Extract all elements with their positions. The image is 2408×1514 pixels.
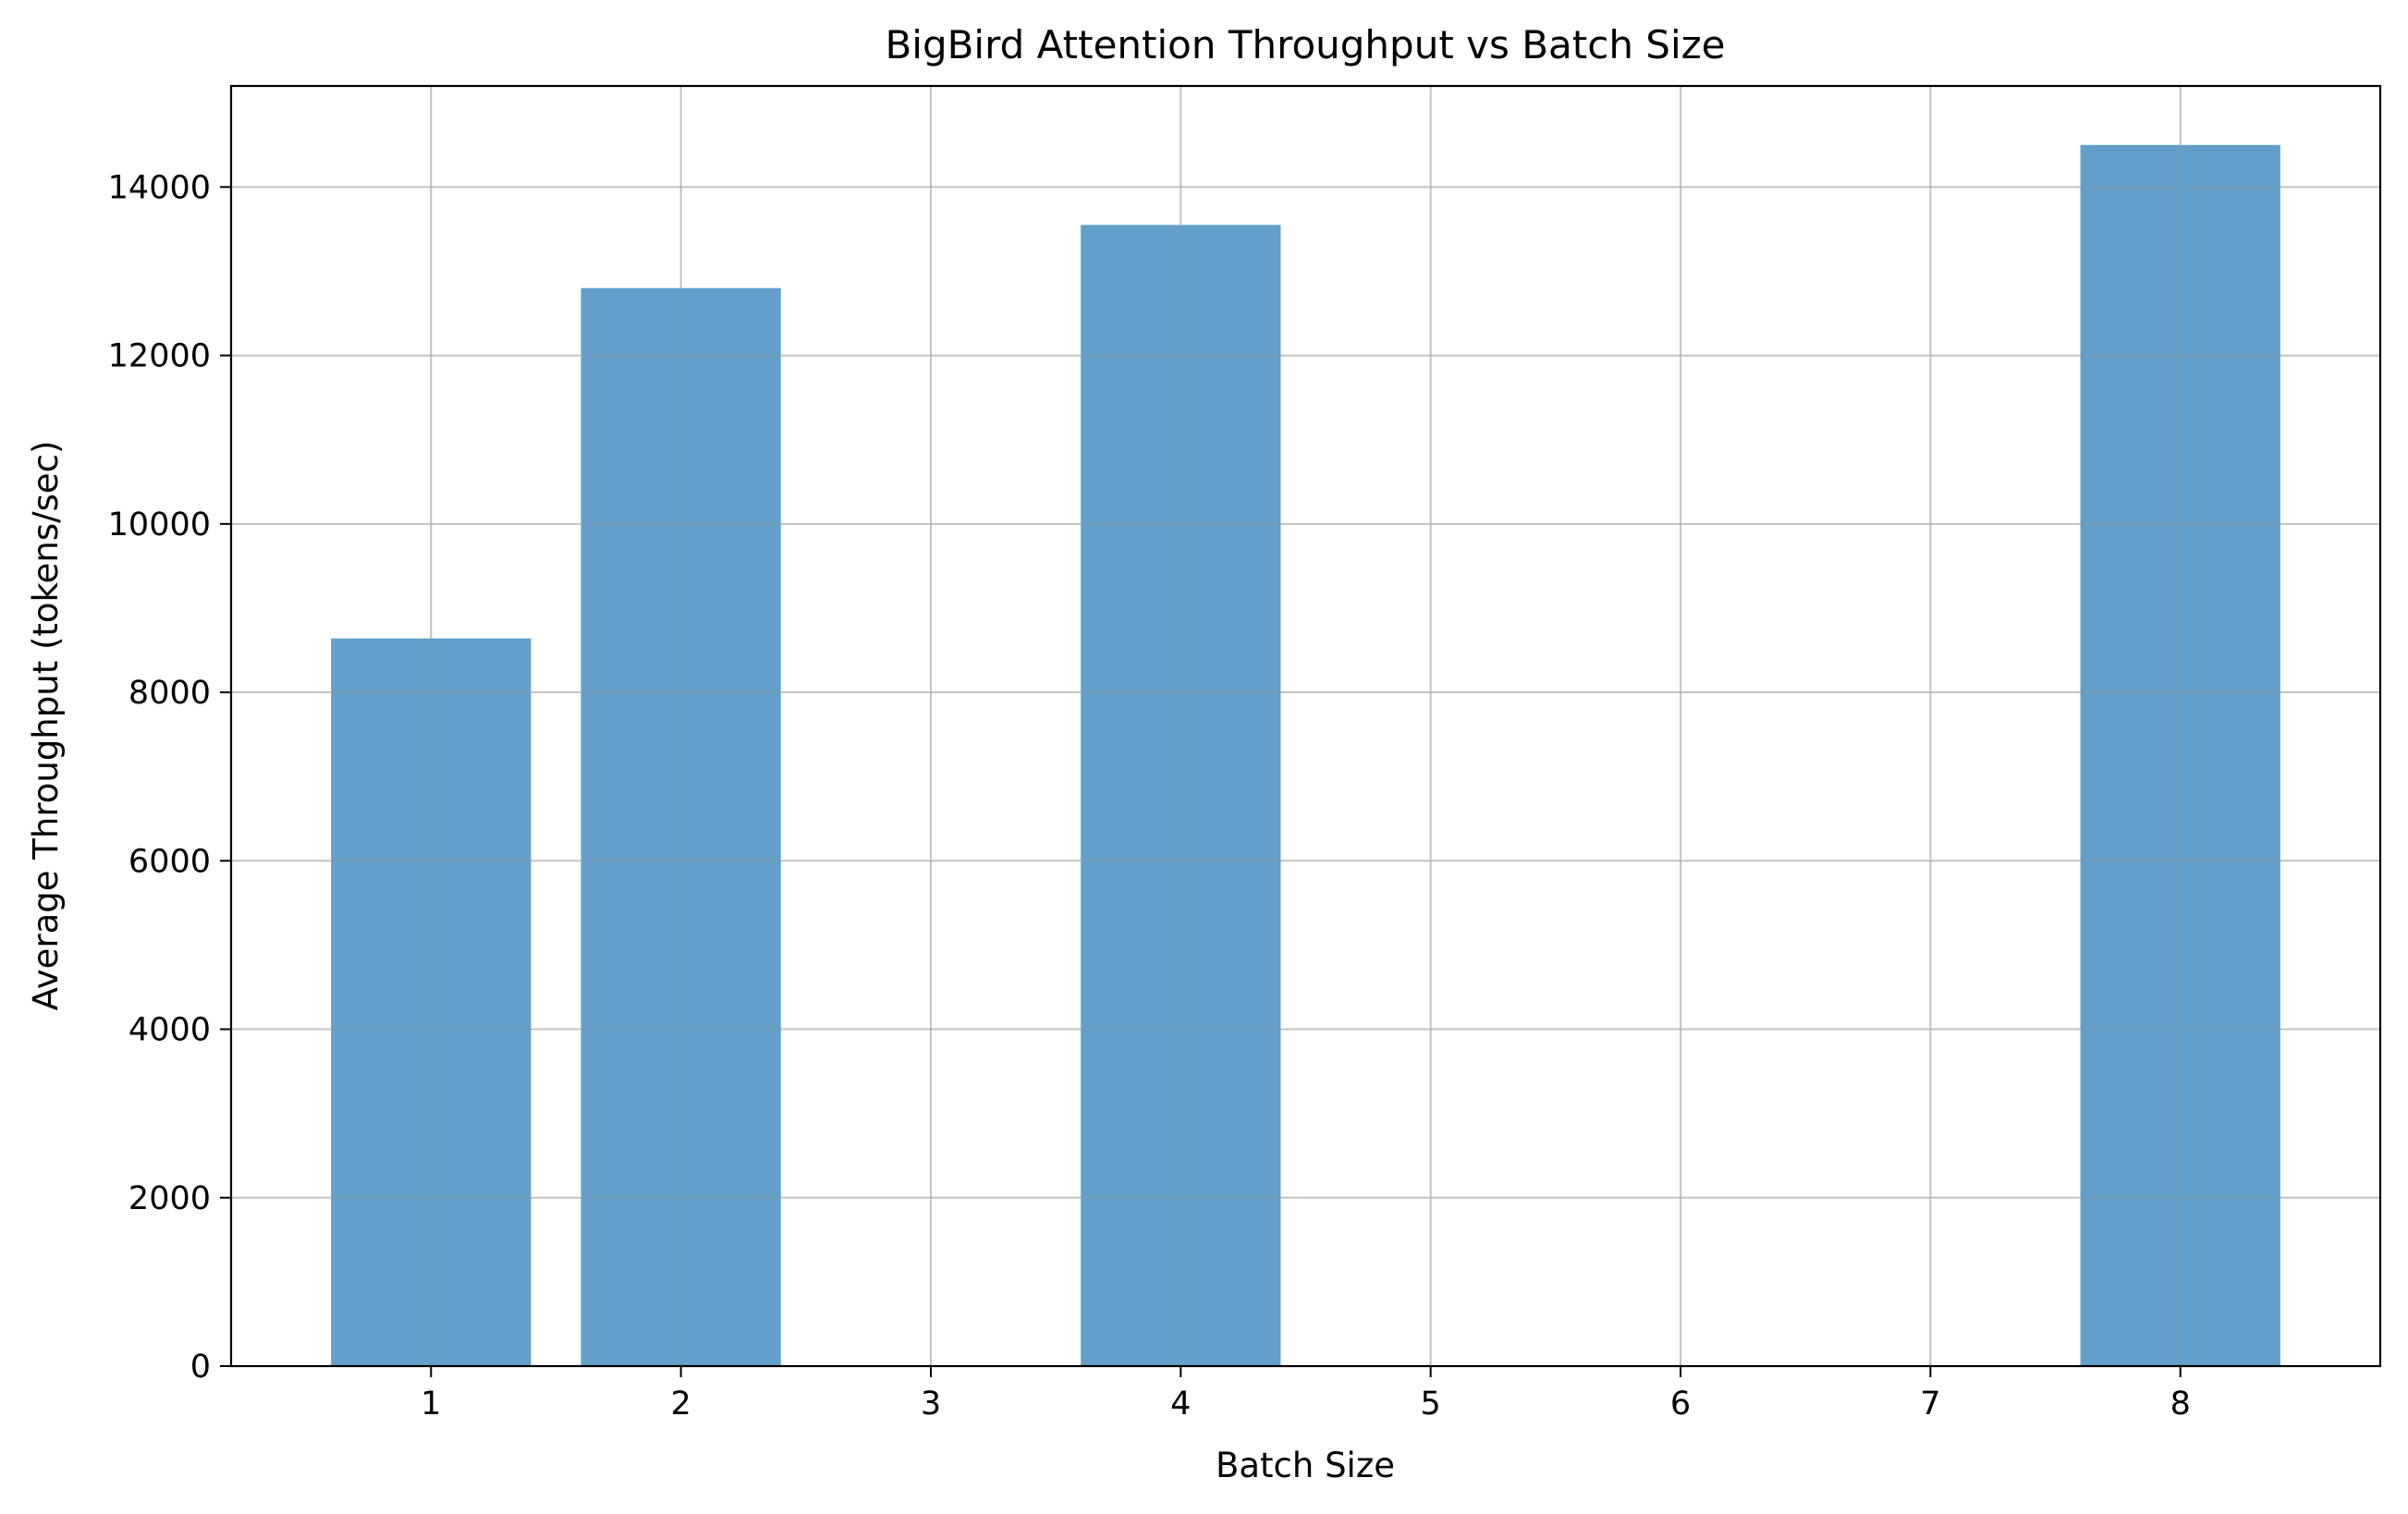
chart-title: BigBird Attention Throughput vs Batch Si… bbox=[885, 22, 1725, 67]
bar-batch-8 bbox=[2080, 144, 2280, 1366]
plot-area-frame bbox=[229, 84, 2382, 1368]
x-tick-label-8: 8 bbox=[2170, 1386, 2191, 1422]
bars bbox=[231, 86, 2380, 1367]
y-axis-label: Average Throughput (tokens/sec) bbox=[26, 441, 66, 1011]
y-tick-label-12000: 12000 bbox=[108, 338, 211, 375]
y-tick-label-0: 0 bbox=[190, 1349, 211, 1386]
y-tick-label-8000: 8000 bbox=[128, 675, 211, 712]
x-axis-ticks: 1 2 3 4 5 6 7 8 bbox=[421, 1366, 2191, 1422]
x-tick-label-7: 7 bbox=[1920, 1386, 1940, 1422]
x-tick-label-3: 3 bbox=[921, 1386, 941, 1422]
y-tick-label-2000: 2000 bbox=[128, 1180, 211, 1217]
y-tick-label-6000: 6000 bbox=[128, 843, 211, 880]
x-tick-label-1: 1 bbox=[421, 1386, 441, 1422]
x-axis-label: Batch Size bbox=[1216, 1446, 1395, 1485]
plot-area-background bbox=[231, 86, 2380, 1366]
bar-batch-4 bbox=[1081, 225, 1281, 1366]
y-axis-ticks: 0 2000 4000 6000 8000 10000 12000 14000 bbox=[108, 169, 231, 1386]
x-tick-label-5: 5 bbox=[1421, 1386, 1441, 1422]
x-tick-label-2: 2 bbox=[670, 1386, 691, 1422]
y-tick-label-4000: 4000 bbox=[128, 1012, 211, 1049]
bar-batch-1 bbox=[331, 638, 532, 1366]
x-tick-label-6: 6 bbox=[1670, 1386, 1691, 1422]
bar-batch-2 bbox=[581, 287, 781, 1366]
y-tick-label-14000: 14000 bbox=[108, 169, 211, 206]
x-tick-label-4: 4 bbox=[1170, 1386, 1191, 1422]
y-tick-label-10000: 10000 bbox=[108, 507, 211, 543]
